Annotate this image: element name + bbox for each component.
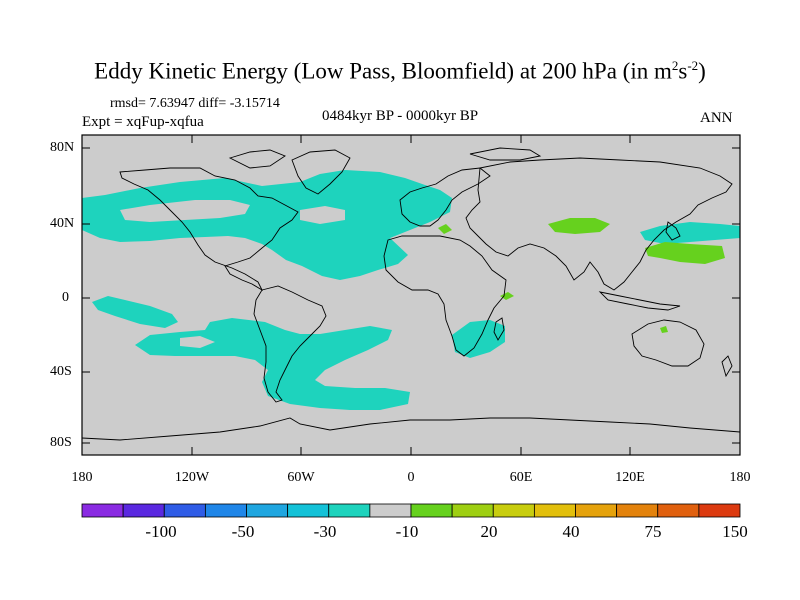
colorbar-swatch xyxy=(163,503,206,518)
x-tick-180-right: 180 xyxy=(729,470,751,485)
antarctica-coast xyxy=(82,417,740,441)
colorbar-swatch xyxy=(287,503,330,518)
north-america-coast xyxy=(119,167,299,292)
new-zealand-coast xyxy=(721,355,733,378)
indian-ocean-patch xyxy=(452,320,505,358)
plot-title: Eddy Kinetic Energy (Low Pass, Bloomfiel… xyxy=(0,58,800,85)
colorbar-swatch xyxy=(328,503,371,518)
title-superscript-2: -2 xyxy=(687,58,699,73)
x-tick-180-left: 180 xyxy=(71,470,93,485)
coastlines xyxy=(82,147,740,441)
colorbar-label-20: 20 xyxy=(480,522,498,541)
eastern-pacific-equatorial xyxy=(92,296,178,328)
central-asia-patch xyxy=(548,218,610,234)
greenland-coast xyxy=(291,149,351,195)
title-main: Eddy Kinetic Energy (Low Pass, Bloomfiel… xyxy=(94,58,672,84)
mediterranean-patch xyxy=(438,224,452,234)
y-tick-40s: 40S xyxy=(50,364,72,379)
indonesia-coast xyxy=(598,291,681,311)
colorbar-swatch xyxy=(246,503,289,518)
y-tick-80s: 80S xyxy=(50,435,72,450)
title-superscript-1: 2 xyxy=(671,58,679,73)
y-tick-40n: 40N xyxy=(50,216,75,231)
asia-coast xyxy=(465,157,733,291)
arctic-coast-east xyxy=(469,147,542,161)
axis-ticks xyxy=(81,135,741,455)
east-africa-patch xyxy=(500,292,514,300)
colorbar-swatch xyxy=(369,503,412,518)
japan-coast xyxy=(665,221,681,241)
arctic-islands-coast xyxy=(228,149,286,169)
colorbar-swatch xyxy=(575,503,618,518)
colorbar-label-minus-10: -10 xyxy=(395,522,419,541)
colorbar-swatch xyxy=(657,503,700,518)
negative-anomaly-regions xyxy=(82,170,740,410)
y-tick-0: 0 xyxy=(62,290,69,305)
colorbar-label-minus-30: -30 xyxy=(313,522,337,541)
north-pacific-gap xyxy=(120,200,250,222)
colorbar-swatch xyxy=(451,503,494,518)
colorbar xyxy=(81,503,741,518)
y-tick-80n: 80N xyxy=(50,140,75,155)
south-pacific-gap xyxy=(180,336,215,348)
colorbar-label-75: 75 xyxy=(644,522,662,541)
colorbar-label-150: 150 xyxy=(722,522,748,541)
colorbar-swatch xyxy=(533,503,576,518)
experiment-label: Expt = xqFup-xqfua xyxy=(82,114,204,130)
period-label: 0484kyr BP - 0000kyr BP xyxy=(322,108,479,124)
colorbar-swatch xyxy=(122,503,165,518)
rmsd-diff-line: rmsd= 7.63947 diff= -3.15714 xyxy=(110,96,280,111)
x-tick-120e: 120E xyxy=(615,470,645,485)
west-pacific-patch xyxy=(640,222,740,244)
colorbar-swatch xyxy=(698,503,741,518)
africa-coast xyxy=(383,235,507,357)
season-label: ANN xyxy=(700,110,733,126)
title-unit-s: s xyxy=(678,58,688,84)
x-tick-0: 0 xyxy=(407,470,415,485)
europe-coast xyxy=(399,167,491,227)
positive-anomaly-regions xyxy=(438,218,725,333)
colorbar-swatch xyxy=(204,503,247,518)
colorbar-swatch xyxy=(410,503,453,518)
x-tick-120w: 120W xyxy=(174,470,210,485)
title-close: ) xyxy=(698,58,706,84)
colorbar-label-minus-50: -50 xyxy=(231,522,255,541)
madagascar-coast xyxy=(493,317,505,341)
colorbar-swatch xyxy=(492,503,535,518)
australia-patch xyxy=(660,326,668,333)
australia-coast xyxy=(631,319,705,367)
japan-patch xyxy=(645,242,725,264)
colorbar-label-minus-100: -100 xyxy=(145,522,177,541)
north-atlantic-gap xyxy=(300,206,345,224)
colorbar-swatch xyxy=(616,503,659,518)
x-tick-60e: 60E xyxy=(509,470,533,485)
colorbar-label-40: 40 xyxy=(562,522,580,541)
north-atlantic-pacific-band xyxy=(82,170,452,280)
x-tick-60w: 60W xyxy=(287,470,315,485)
south-america-coast xyxy=(253,285,327,403)
colorbar-swatch xyxy=(81,503,124,518)
